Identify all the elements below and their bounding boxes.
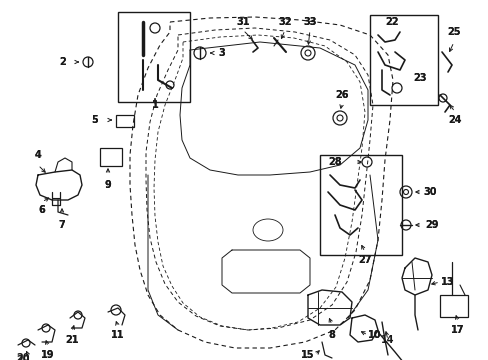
Text: 24: 24 [447, 115, 461, 125]
Text: 8: 8 [328, 330, 335, 340]
Bar [100, 148, 122, 166]
Text: 5: 5 [91, 115, 98, 125]
Text: 2: 2 [60, 57, 66, 67]
Text: 20: 20 [16, 355, 30, 360]
Text: 26: 26 [335, 90, 348, 100]
Text: 11: 11 [111, 330, 124, 340]
Text: 19: 19 [41, 350, 55, 360]
Text: 23: 23 [412, 73, 426, 83]
Bar [319, 155, 401, 255]
Text: 32: 32 [278, 17, 291, 27]
Text: 30: 30 [423, 187, 436, 197]
Text: 29: 29 [425, 220, 438, 230]
Bar [116, 115, 134, 127]
Text: 31: 31 [236, 17, 249, 27]
Text: 5: 5 [91, 115, 98, 125]
Text: 25: 25 [447, 27, 460, 37]
Text: 33: 33 [303, 17, 316, 27]
Text: 4: 4 [35, 150, 41, 160]
Bar [439, 295, 467, 317]
Text: 25: 25 [447, 27, 460, 37]
Text: 9: 9 [104, 180, 111, 190]
Bar [369, 15, 437, 105]
Text: 26: 26 [335, 90, 348, 100]
Text: 3: 3 [218, 48, 225, 58]
Text: 15: 15 [301, 350, 314, 360]
Text: 21: 21 [65, 335, 79, 345]
Text: 27: 27 [358, 255, 371, 265]
Text: 7: 7 [59, 220, 65, 230]
Text: 15: 15 [301, 350, 314, 360]
Text: 32: 32 [278, 17, 291, 27]
Text: 1: 1 [151, 100, 158, 110]
Text: 31: 31 [236, 17, 249, 27]
Text: 27: 27 [358, 255, 371, 265]
Text: 10: 10 [367, 330, 381, 340]
Text: 24: 24 [447, 115, 461, 125]
Text: 13: 13 [440, 277, 454, 287]
Text: 28: 28 [327, 157, 341, 167]
Text: 4: 4 [35, 150, 41, 160]
Text: 9: 9 [104, 180, 111, 190]
Text: 3: 3 [218, 48, 225, 58]
Text: 13: 13 [440, 277, 454, 287]
Text: 33: 33 [303, 17, 316, 27]
Text: 17: 17 [450, 325, 464, 335]
Text: 10: 10 [367, 330, 381, 340]
Text: 8: 8 [328, 330, 335, 340]
Text: 7: 7 [59, 220, 65, 230]
Text: 21: 21 [65, 335, 79, 345]
Text: 6: 6 [39, 205, 45, 215]
Text: 1: 1 [151, 100, 158, 110]
Text: 6: 6 [39, 205, 45, 215]
Text: 22: 22 [385, 17, 398, 27]
Text: 14: 14 [381, 335, 394, 345]
Text: 20: 20 [16, 353, 30, 360]
Text: 2: 2 [60, 57, 66, 67]
Text: 22: 22 [385, 17, 398, 27]
Text: 11: 11 [111, 330, 124, 340]
Text: 23: 23 [412, 73, 426, 83]
Text: 17: 17 [450, 325, 464, 335]
Text: 29: 29 [425, 220, 438, 230]
Text: 30: 30 [423, 187, 436, 197]
Text: 19: 19 [41, 350, 55, 360]
Bar [118, 12, 190, 102]
Text: 28: 28 [327, 157, 341, 167]
